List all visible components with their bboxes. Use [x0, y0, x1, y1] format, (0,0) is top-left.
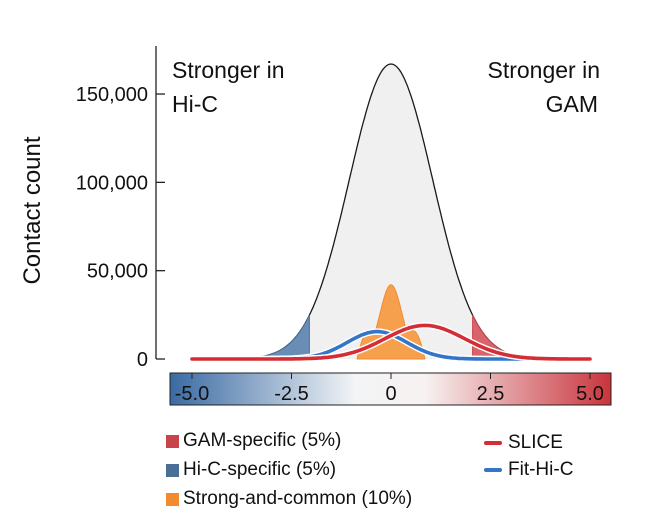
distribution-fill	[192, 64, 590, 359]
legend-item-gam-specific: GAM-specific (5%)	[166, 430, 341, 452]
slice-line	[190, 323, 592, 361]
annotation-left-line1: Stronger in	[172, 57, 285, 83]
x-tick-label-3: 2.5	[477, 383, 505, 405]
legend-swatch-fithic	[484, 468, 502, 472]
legend-swatch-strong-and-common	[166, 492, 179, 506]
hic-specific-area	[192, 314, 310, 360]
y-tick-label-0: 0	[137, 349, 148, 371]
y-tick-label-2: 100,000	[76, 172, 148, 194]
legend-item-hic-specific: Hi-C-specific (5%)	[166, 459, 336, 481]
y-tick-label-3: 150,000	[76, 84, 148, 106]
x-tick-label-1: -2.5	[274, 383, 308, 405]
x-tick-label-0: -5.0	[175, 383, 209, 405]
y-axis-label: Contact count	[19, 136, 46, 284]
legend-swatch-gam-specific	[166, 434, 179, 448]
annotation-left-line2: Hi-C	[172, 91, 218, 117]
y-tick-label-1: 50,000	[87, 261, 148, 283]
legend-label-strong-and-common: Strong-and-common (10%)	[183, 488, 413, 509]
legend-item-strong-and-common: Strong-and-common (10%)	[166, 488, 412, 510]
legend-label-hic-specific: Hi-C-specific (5%)	[183, 459, 337, 480]
annotation-right-line2: GAM	[546, 91, 598, 117]
legend-swatch-hic-specific	[166, 463, 179, 477]
legend-label-fithic: Fit-Hi-C	[508, 459, 574, 480]
plot-area: 0 50,000 100,000 150,000 Contact count -5.0 -2…	[19, 46, 612, 406]
legend-label-slice: SLICE	[508, 432, 563, 453]
legend-item-fithic: Fit-Hi-C	[484, 459, 573, 481]
annotation-right-line1: Stronger in	[487, 57, 600, 83]
legend-item-slice: SLICE	[484, 432, 563, 454]
legend-label-gam-specific: GAM-specific (5%)	[183, 430, 342, 451]
legend-swatch-slice	[484, 441, 502, 445]
x-tick-label-4: 5.0	[576, 383, 604, 405]
x-tick-label-2: 0	[385, 383, 396, 405]
